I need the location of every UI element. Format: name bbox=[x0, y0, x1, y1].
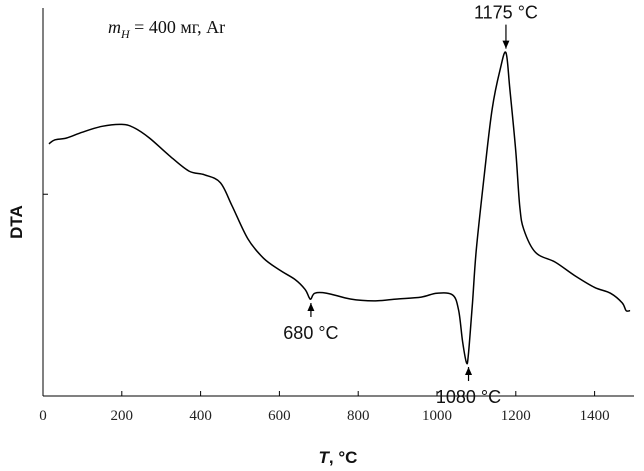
y-axis-title: DTA bbox=[7, 205, 26, 239]
peak-annotation: 1080 °C bbox=[436, 367, 501, 407]
x-ticks: 0 200 400 600 800 1000 1200 1400 bbox=[39, 391, 610, 424]
x-tick-label: 800 bbox=[347, 408, 370, 424]
annotation-label: 680 °C bbox=[283, 323, 338, 343]
annotation-arrow-head bbox=[307, 303, 315, 311]
peak-annotation: 680 °C bbox=[283, 303, 339, 343]
annotation-arrow-head bbox=[465, 367, 473, 376]
x-tick-label: 200 bbox=[111, 408, 134, 424]
x-tick-label: 1400 bbox=[580, 408, 610, 424]
annotation-label: 1175 °C bbox=[474, 3, 538, 23]
dta-curve bbox=[48, 51, 631, 365]
x-tick-label: 400 bbox=[189, 408, 212, 424]
annotation-arrow-head bbox=[502, 40, 510, 49]
x-tick-label: 0 bbox=[39, 408, 47, 424]
x-axis-title: T, °C bbox=[319, 448, 358, 467]
x-tick-label: 600 bbox=[268, 408, 291, 424]
plot-frame bbox=[42, 8, 634, 397]
x-tick-label: 1000 bbox=[422, 408, 452, 424]
sample-note: mH = 400 мг, Ar bbox=[108, 17, 225, 41]
annotations: 680 °C 1080 °C 1175 °C bbox=[283, 3, 538, 407]
annotation-label: 1080 °C bbox=[436, 387, 501, 407]
x-tick-label: 1200 bbox=[501, 408, 531, 424]
peak-annotation: 1175 °C bbox=[474, 3, 538, 49]
